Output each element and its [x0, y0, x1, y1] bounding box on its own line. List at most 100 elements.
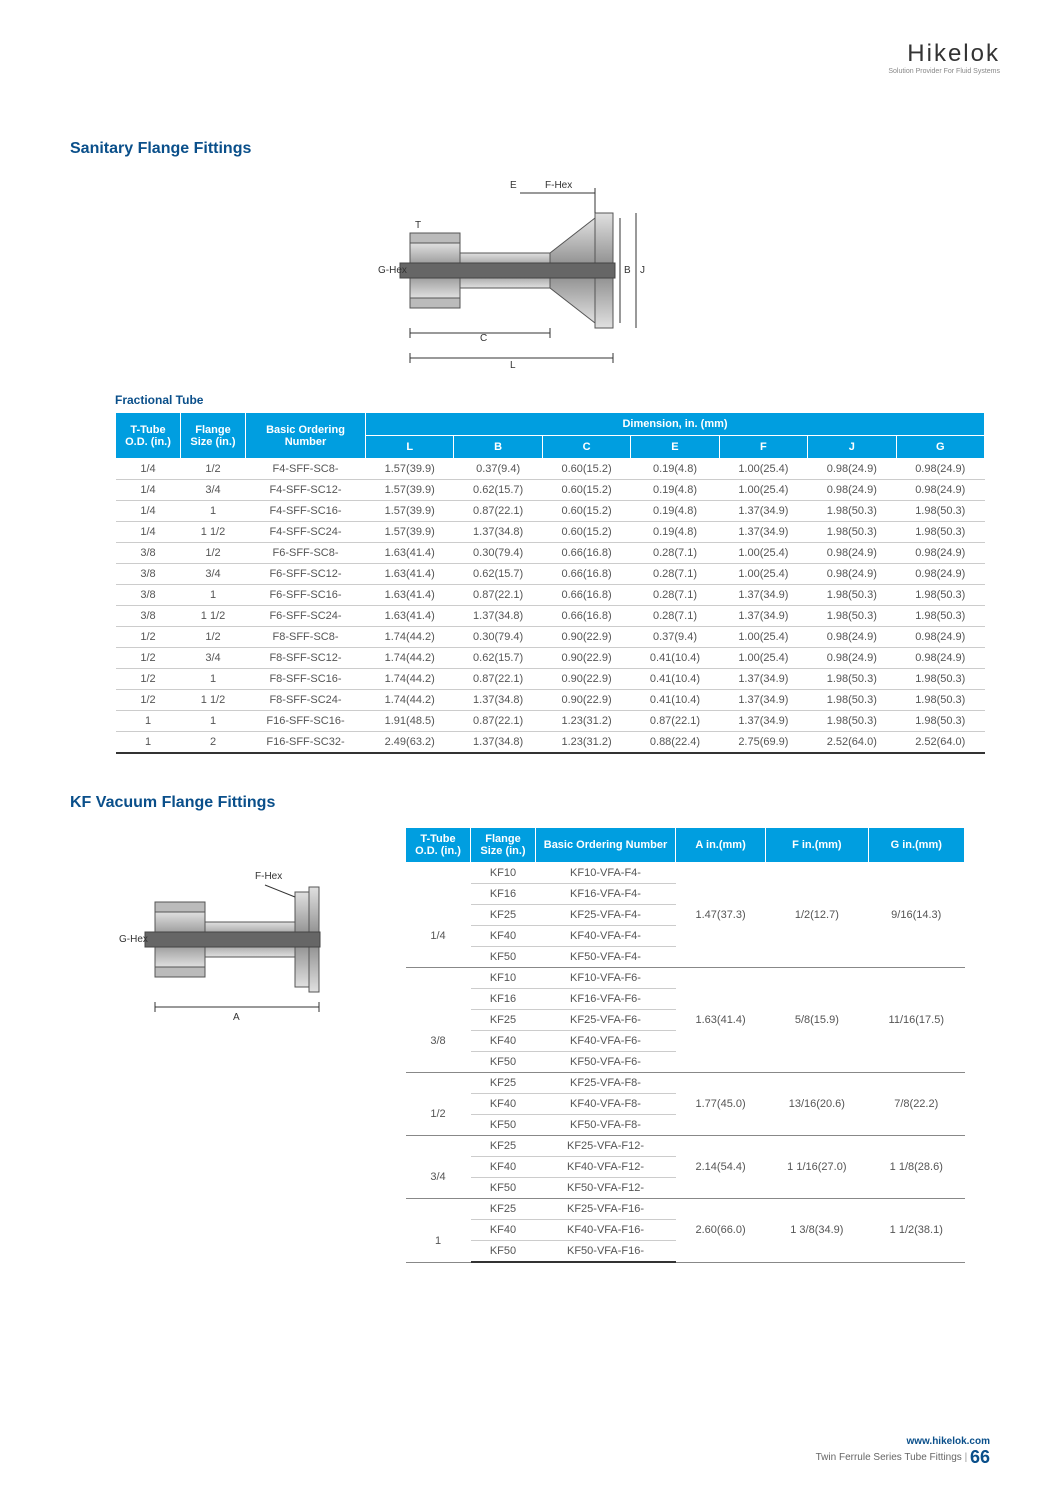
table-cell: 1.37(34.9): [719, 501, 807, 522]
table-row: 12F16-SFF-SC32-2.49(63.2)1.37(34.8)1.23(…: [116, 732, 985, 754]
table-cell: KF10: [471, 968, 536, 989]
table-cell: 0.66(16.8): [542, 585, 630, 606]
table-cell: KF25-VFA-F6-: [536, 1010, 676, 1031]
svg-text:F-Hex: F-Hex: [255, 871, 282, 882]
table-cell: 2.52(64.0): [896, 732, 984, 754]
table-cell: 1.47(37.3): [676, 863, 766, 968]
table-row: 1/23/4F8-SFF-SC12-1.74(44.2)0.62(15.7)0.…: [116, 648, 985, 669]
table-cell: 0.60(15.2): [542, 522, 630, 543]
table-cell: 1: [181, 669, 246, 690]
table-cell: [406, 1136, 471, 1157]
table-cell: 0.98(24.9): [896, 459, 984, 480]
table-cell: 0.41(10.4): [631, 648, 719, 669]
table-cell: 1.23(31.2): [542, 711, 630, 732]
table-cell: F8-SFF-SC16-: [246, 669, 366, 690]
table-cell: 0.87(22.1): [454, 711, 542, 732]
table-cell: 1.98(50.3): [808, 669, 896, 690]
table-cell: 1.98(50.3): [808, 522, 896, 543]
kf-table: T-Tube O.D. (in.) Flange Size (in.) Basi…: [405, 827, 965, 1263]
sanitary-diagram: G-Hex T E F-Hex B J C L: [70, 173, 990, 373]
table-cell: 0.19(4.8): [631, 480, 719, 501]
table-row: 1/21/2F8-SFF-SC8-1.74(44.2)0.30(79.4)0.9…: [116, 627, 985, 648]
table-cell: 1/4: [406, 905, 471, 968]
table-cell: 0.60(15.2): [542, 459, 630, 480]
table-cell: KF50-VFA-F12-: [536, 1178, 676, 1199]
table-cell: 0.90(22.9): [542, 627, 630, 648]
table-cell: 1: [116, 711, 181, 732]
svg-text:T: T: [415, 220, 421, 231]
table-cell: 1/2: [181, 459, 246, 480]
table-row: 1/41F4-SFF-SC16-1.57(39.9)0.87(22.1)0.60…: [116, 501, 985, 522]
table-cell: 1.37(34.9): [719, 522, 807, 543]
table-cell: 1: [181, 501, 246, 522]
table-cell: 1.00(25.4): [719, 459, 807, 480]
table-cell: 0.87(22.1): [454, 501, 542, 522]
sanitary-table: T-Tube O.D. (in.) Flange Size (in.) Basi…: [115, 412, 985, 754]
table-cell: 0.62(15.7): [454, 564, 542, 585]
table-cell: 0.28(7.1): [631, 564, 719, 585]
svg-text:B: B: [624, 265, 631, 276]
table-cell: F6-SFF-SC12-: [246, 564, 366, 585]
table-cell: 1.98(50.3): [896, 711, 984, 732]
table-cell: 0.30(79.4): [454, 543, 542, 564]
th-B: B: [454, 436, 542, 459]
svg-text:L: L: [510, 360, 516, 371]
table-cell: 2.52(64.0): [808, 732, 896, 754]
table-row: 1/43/4F4-SFF-SC12-1.57(39.9)0.62(15.7)0.…: [116, 480, 985, 501]
table-cell: 1.98(50.3): [808, 690, 896, 711]
svg-text:E: E: [510, 180, 517, 191]
table-cell: KF16-VFA-F4-: [536, 884, 676, 905]
table-cell: KF10-VFA-F4-: [536, 863, 676, 884]
table-cell: 0.87(22.1): [631, 711, 719, 732]
table-cell: 1/2: [116, 690, 181, 711]
table-cell: KF25: [471, 1073, 536, 1094]
table-cell: [406, 1199, 471, 1220]
table-cell: 1.00(25.4): [719, 564, 807, 585]
table-cell: KF40-VFA-F6-: [536, 1031, 676, 1052]
table-cell: 0.37(9.4): [631, 627, 719, 648]
brand-name: Hikelok: [888, 40, 1000, 68]
table-cell: 1/4: [116, 480, 181, 501]
table-cell: 1.98(50.3): [896, 606, 984, 627]
table-cell: 1.74(44.2): [366, 627, 454, 648]
table-row: 1/41/2F4-SFF-SC8-1.57(39.9)0.37(9.4)0.60…: [116, 459, 985, 480]
table-row: 1/21F8-SFF-SC16-1.74(44.2)0.87(22.1)0.90…: [116, 669, 985, 690]
section1-title: Sanitary Flange Fittings: [70, 140, 990, 158]
table-cell: KF50: [471, 947, 536, 968]
table-cell: KF16-VFA-F6-: [536, 989, 676, 1010]
table-cell: 0.28(7.1): [631, 606, 719, 627]
table-cell: 0.98(24.9): [896, 627, 984, 648]
th-J: J: [808, 436, 896, 459]
table-cell: [406, 1073, 471, 1094]
table-cell: 0.98(24.9): [808, 480, 896, 501]
table-cell: 1 1/16(27.0): [766, 1136, 868, 1199]
table-cell: F4-SFF-SC8-: [246, 459, 366, 480]
table-cell: 1 1/2: [181, 606, 246, 627]
table-cell: 0.19(4.8): [631, 459, 719, 480]
table-cell: 3/8: [116, 606, 181, 627]
table-cell: 3/4: [181, 564, 246, 585]
table-cell: 1.74(44.2): [366, 669, 454, 690]
table-cell: 1/4: [116, 522, 181, 543]
table-cell: KF25-VFA-F16-: [536, 1199, 676, 1220]
table-cell: 1: [406, 1220, 471, 1263]
table-cell: 1.37(34.9): [719, 585, 807, 606]
table-cell: 1.00(25.4): [719, 480, 807, 501]
th2-F: F in.(mm): [766, 828, 868, 863]
th-dimension: Dimension, in. (mm): [366, 413, 985, 436]
table-cell: 0.98(24.9): [808, 543, 896, 564]
table-cell: 1.98(50.3): [808, 501, 896, 522]
table-cell: 1.98(50.3): [808, 606, 896, 627]
table-cell: 1.00(25.4): [719, 648, 807, 669]
table-cell: F6-SFF-SC8-: [246, 543, 366, 564]
table-cell: 0.37(9.4): [454, 459, 542, 480]
table-cell: F16-SFF-SC32-: [246, 732, 366, 754]
table-cell: 2.14(54.4): [676, 1136, 766, 1199]
table-cell: 1.63(41.4): [366, 585, 454, 606]
th-F: F: [719, 436, 807, 459]
table-cell: 0.41(10.4): [631, 669, 719, 690]
table-cell: 1.77(45.0): [676, 1073, 766, 1136]
table-cell: 1.57(39.9): [366, 459, 454, 480]
table-cell: 1.63(41.4): [676, 968, 766, 1073]
table-cell: F16-SFF-SC16-: [246, 711, 366, 732]
